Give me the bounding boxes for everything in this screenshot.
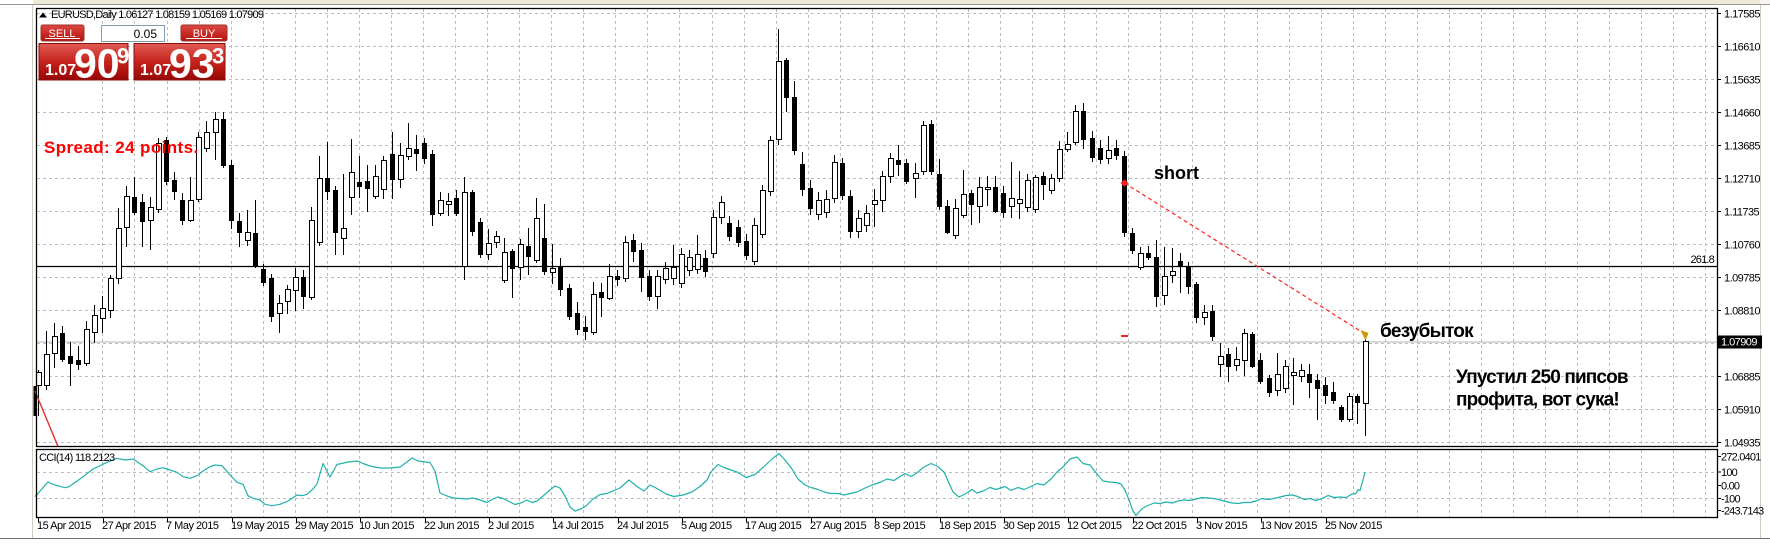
svg-text:1.07909: 1.07909 (1721, 337, 1757, 349)
svg-text:1.14660: 1.14660 (1724, 108, 1760, 120)
svg-text:17 Aug 2015: 17 Aug 2015 (745, 520, 802, 532)
svg-text:0.05: 0.05 (134, 27, 158, 41)
svg-text:12 Oct 2015: 12 Oct 2015 (1067, 520, 1122, 532)
svg-text:CCI(14) 118.2123: CCI(14) 118.2123 (39, 452, 115, 464)
svg-text:1.17585: 1.17585 (1724, 9, 1760, 21)
svg-text:безубыток: безубыток (1380, 321, 1474, 342)
svg-text:1.16610: 1.16610 (1724, 42, 1760, 54)
svg-text:5 Aug 2015: 5 Aug 2015 (681, 520, 732, 532)
svg-text:14 Jul 2015: 14 Jul 2015 (552, 520, 604, 532)
svg-text:1.06885: 1.06885 (1724, 372, 1760, 384)
svg-text:SELL: SELL (49, 28, 76, 40)
svg-text:-100: -100 (1721, 494, 1740, 506)
svg-text:1.07: 1.07 (140, 62, 171, 79)
svg-text:1.08810: 1.08810 (1724, 306, 1760, 318)
svg-text:22 Jun 2015: 22 Jun 2015 (424, 520, 479, 532)
svg-text:1.10760: 1.10760 (1724, 240, 1760, 252)
svg-text:Упустил 250 пипсов: Упустил 250 пипсов (1456, 367, 1628, 388)
svg-text:1.13685: 1.13685 (1724, 141, 1760, 153)
svg-text:18 Sep 2015: 18 Sep 2015 (939, 520, 996, 532)
svg-text:90: 90 (74, 41, 120, 87)
svg-text:1.11735: 1.11735 (1724, 207, 1760, 219)
svg-text:261.8: 261.8 (1690, 254, 1714, 266)
svg-text:27 Apr 2015: 27 Apr 2015 (102, 520, 156, 532)
svg-text:3: 3 (212, 44, 224, 69)
svg-text:1.04935: 1.04935 (1724, 438, 1760, 450)
svg-text:-243.7143: -243.7143 (1721, 506, 1764, 518)
svg-text:1.12710: 1.12710 (1724, 174, 1760, 186)
svg-text:24 Jul 2015: 24 Jul 2015 (617, 520, 669, 532)
svg-text:Spread: 24 points.: Spread: 24 points. (44, 138, 199, 157)
svg-text:EURUSD,Daily 1.06127 1.08159: EURUSD,Daily 1.06127 1.08159 1.05169 1.0… (51, 9, 264, 21)
svg-text:BUY: BUY (193, 28, 216, 40)
svg-text:9: 9 (117, 44, 129, 69)
svg-text:2 Jul 2015: 2 Jul 2015 (488, 520, 534, 532)
svg-text:13 Nov 2015: 13 Nov 2015 (1260, 520, 1317, 532)
svg-text:27 Aug 2015: 27 Aug 2015 (810, 520, 867, 532)
svg-text:272.0401: 272.0401 (1721, 451, 1761, 463)
svg-text:0.00: 0.00 (1721, 480, 1740, 492)
svg-text:3 Nov 2015: 3 Nov 2015 (1196, 520, 1248, 532)
svg-text:short: short (1154, 163, 1199, 183)
svg-text:8 Sep 2015: 8 Sep 2015 (874, 520, 926, 532)
svg-text:10 Jun 2015: 10 Jun 2015 (359, 520, 414, 532)
svg-text:93: 93 (169, 41, 215, 87)
svg-text:7 May 2015: 7 May 2015 (166, 520, 219, 532)
svg-text:25 Nov 2015: 25 Nov 2015 (1325, 520, 1382, 532)
svg-text:1.09785: 1.09785 (1724, 273, 1760, 285)
svg-text:30 Sep 2015: 30 Sep 2015 (1003, 520, 1060, 532)
svg-text:22 Oct 2015: 22 Oct 2015 (1132, 520, 1187, 532)
svg-text:1.05910: 1.05910 (1724, 405, 1760, 417)
svg-text:1.07: 1.07 (45, 62, 76, 79)
svg-text:29 May 2015: 29 May 2015 (295, 520, 353, 532)
svg-text:100: 100 (1721, 467, 1738, 479)
svg-text:19 May 2015: 19 May 2015 (231, 520, 289, 532)
svg-text:профита, вот сука!: профита, вот сука! (1456, 390, 1619, 411)
svg-text:15 Apr 2015: 15 Apr 2015 (37, 520, 91, 532)
svg-text:1.15635: 1.15635 (1724, 75, 1760, 87)
